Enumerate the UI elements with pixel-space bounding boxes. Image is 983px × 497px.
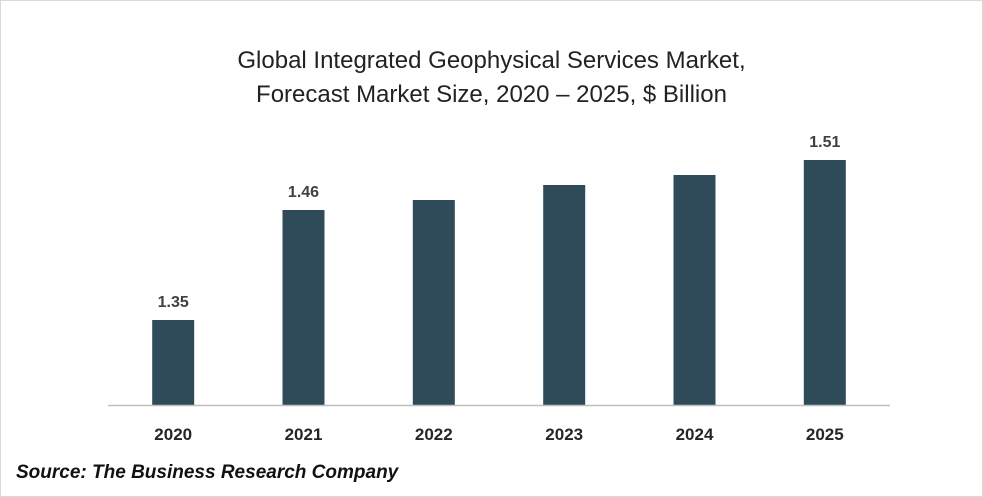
source-note: Source: The Business Research Company <box>16 462 399 483</box>
chart-title: Global Integrated Geophysical Services M… <box>237 47 746 74</box>
bar-2023 <box>543 185 586 405</box>
x-tick-label-2023: 2023 <box>545 425 583 444</box>
bar-2021 <box>282 210 325 405</box>
chart-title-block: Global Integrated Geophysical Services M… <box>0 44 983 112</box>
x-tick-label-2024: 2024 <box>676 425 714 444</box>
bar-2024 <box>673 175 716 405</box>
data-label-2021: 1.46 <box>288 184 319 201</box>
bar-2022 <box>412 200 455 405</box>
data-label-2025: 1.51 <box>809 134 840 151</box>
x-tick-label-2021: 2021 <box>285 425 323 444</box>
x-tick-label-2022: 2022 <box>415 425 453 444</box>
x-tick-label-2020: 2020 <box>154 425 192 444</box>
bar-2020 <box>152 320 195 405</box>
bar-2025 <box>803 160 846 405</box>
x-tick-label-2025: 2025 <box>806 425 844 444</box>
chart-subtitle: Forecast Market Size, 2020 – 2025, $ Bil… <box>256 81 727 108</box>
data-label-2020: 1.35 <box>158 294 189 311</box>
